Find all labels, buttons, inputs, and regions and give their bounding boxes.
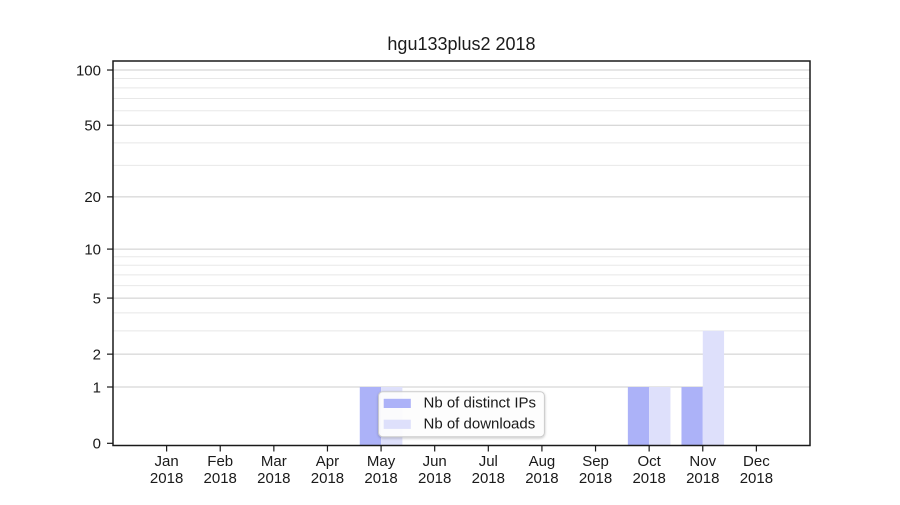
svg-text:2018: 2018	[150, 470, 183, 487]
svg-text:2018: 2018	[632, 470, 665, 487]
svg-text:0: 0	[93, 436, 101, 453]
svg-text:Aug: Aug	[529, 453, 556, 470]
svg-text:1: 1	[93, 379, 101, 396]
svg-text:2018: 2018	[364, 470, 397, 487]
svg-text:5: 5	[93, 290, 101, 307]
svg-text:Dec: Dec	[743, 453, 770, 470]
svg-text:Sep: Sep	[582, 453, 609, 470]
svg-text:2018: 2018	[472, 470, 505, 487]
svg-text:2: 2	[93, 346, 101, 363]
svg-text:20: 20	[84, 189, 101, 206]
svg-text:2018: 2018	[204, 470, 237, 487]
svg-text:50: 50	[84, 117, 101, 134]
svg-text:2018: 2018	[311, 470, 344, 487]
svg-text:hgu133plus2 2018: hgu133plus2 2018	[387, 34, 535, 54]
svg-text:Oct: Oct	[637, 453, 661, 470]
svg-text:Nov: Nov	[689, 453, 716, 470]
svg-text:Jul: Jul	[479, 453, 498, 470]
svg-text:2018: 2018	[257, 470, 290, 487]
svg-text:2018: 2018	[740, 470, 773, 487]
svg-text:Jan: Jan	[155, 453, 179, 470]
svg-text:100: 100	[76, 62, 101, 79]
svg-text:2018: 2018	[418, 470, 451, 487]
svg-text:2018: 2018	[686, 470, 719, 487]
svg-text:May: May	[367, 453, 396, 470]
svg-text:Jun: Jun	[423, 453, 447, 470]
svg-text:10: 10	[84, 241, 101, 258]
svg-text:2018: 2018	[579, 470, 612, 487]
svg-text:Nb of distinct IPs: Nb of distinct IPs	[424, 395, 537, 412]
svg-text:Apr: Apr	[316, 453, 339, 470]
svg-text:Mar: Mar	[261, 453, 287, 470]
svg-text:2018: 2018	[525, 470, 558, 487]
svg-text:Feb: Feb	[207, 453, 233, 470]
svg-text:Nb of downloads: Nb of downloads	[424, 415, 536, 432]
